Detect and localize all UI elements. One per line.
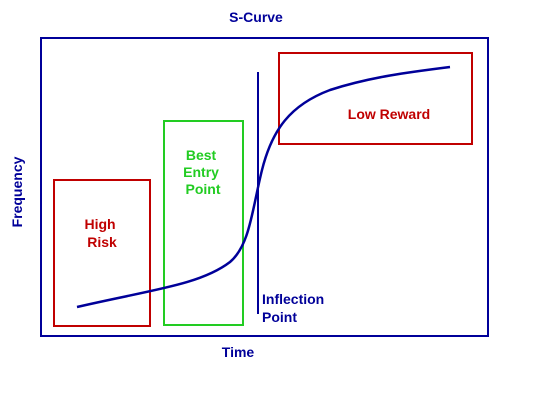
diagram-title: S-Curve [229, 9, 283, 25]
best-entry-point-label-line-2: Entry [183, 164, 219, 180]
low-reward-box [278, 52, 473, 145]
inflection-label-line-2: Point [262, 309, 297, 325]
high-risk-box [53, 179, 151, 327]
inflection-label-line-1: Inflection [262, 291, 324, 307]
low-reward-label: Low Reward [348, 106, 430, 122]
s-curve-line [76, 65, 451, 309]
inflection-point-label: Inflection Point [262, 291, 328, 325]
low-reward-label-line-1: Low Reward [348, 106, 430, 122]
high-risk-label-line-2: Risk [87, 234, 117, 250]
best-entry-point-label-line-3: Point [186, 181, 221, 197]
best-entry-point-box [163, 120, 244, 326]
best-entry-point-label-line-1: Best [186, 147, 217, 163]
plot-frame [40, 37, 489, 337]
best-entry-point-label: Best Entry Point [183, 147, 223, 197]
y-axis-label: Frequency [9, 156, 25, 227]
high-risk-label: High Risk [85, 216, 120, 250]
x-axis-label: Time [222, 344, 255, 360]
high-risk-label-line-1: High [85, 216, 116, 232]
